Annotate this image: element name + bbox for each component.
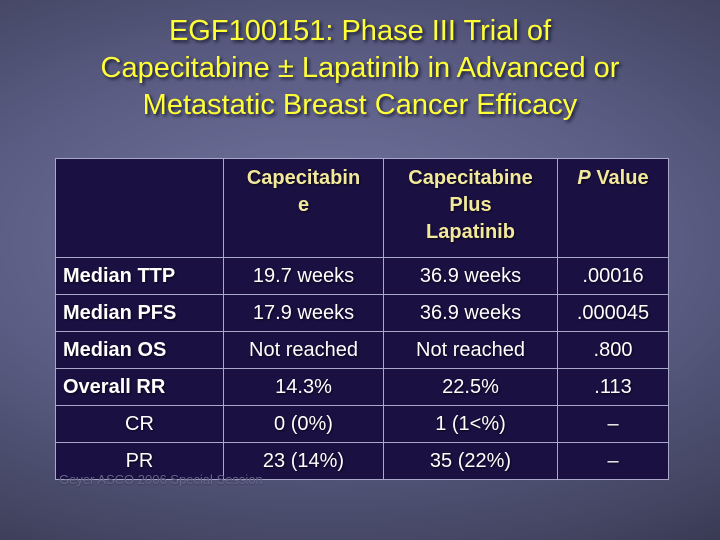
cell-capecitabine: 14.3%: [223, 368, 384, 406]
cell-combo: 35 (22%): [383, 442, 558, 480]
row-label: Median PFS: [55, 294, 224, 332]
table-row-cr: CR 0 (0%) 1 (1<%) –: [55, 405, 669, 443]
table-corner-cell: [55, 158, 224, 258]
cell-capecitabine: 19.7 weeks: [223, 257, 384, 295]
row-label: PR: [55, 442, 224, 480]
cell-capecitabine: Not reached: [223, 331, 384, 369]
col-header-capecitabine: Capecitabin e: [223, 158, 384, 258]
row-label: Overall RR: [55, 368, 224, 406]
cell-combo: 22.5%: [383, 368, 558, 406]
row-label: Median TTP: [55, 257, 224, 295]
cell-p-value: –: [557, 405, 669, 443]
cell-p-value: .800: [557, 331, 669, 369]
table-header-row: Capecitabin e Capecitabine Plus Lapatini…: [55, 158, 669, 258]
p-value-italic-p: P: [577, 167, 591, 189]
row-label: CR: [55, 405, 224, 443]
cell-combo: Not reached: [383, 331, 558, 369]
table-row-pr: PR 23 (14%) 35 (22%) –: [55, 442, 669, 480]
cell-p-value: .113: [557, 368, 669, 406]
cell-combo: 36.9 weeks: [383, 257, 558, 295]
table-row-overall-rr: Overall RR 14.3% 22.5% .113: [55, 368, 669, 406]
cell-p-value: .000045: [557, 294, 669, 332]
table-row-median-os: Median OS Not reached Not reached .800: [55, 331, 669, 369]
col-header-p-value: P Value: [557, 158, 669, 258]
cell-capecitabine: 0 (0%): [223, 405, 384, 443]
cell-p-value: .00016: [557, 257, 669, 295]
cell-p-value: –: [557, 442, 669, 480]
table-row-median-pfs: Median PFS 17.9 weeks 36.9 weeks .000045: [55, 294, 669, 332]
p-value-label: Value: [590, 167, 649, 189]
footer-citation: Geyer ASCO 2006 Special Session: [59, 472, 263, 487]
cell-combo: 36.9 weeks: [383, 294, 558, 332]
row-label: Median OS: [55, 331, 224, 369]
col-header-capecitabine-plus-lapatinib: Capecitabine Plus Lapatinib: [383, 158, 558, 258]
cell-combo: 1 (1<%): [383, 405, 558, 443]
slide-title: EGF100151: Phase III Trial of Capecitabi…: [100, 15, 620, 122]
cell-capecitabine: 17.9 weeks: [223, 294, 384, 332]
table-row-median-ttp: Median TTP 19.7 weeks 36.9 weeks .00016: [55, 257, 669, 295]
efficacy-table: Capecitabin e Capecitabine Plus Lapatini…: [55, 158, 669, 480]
